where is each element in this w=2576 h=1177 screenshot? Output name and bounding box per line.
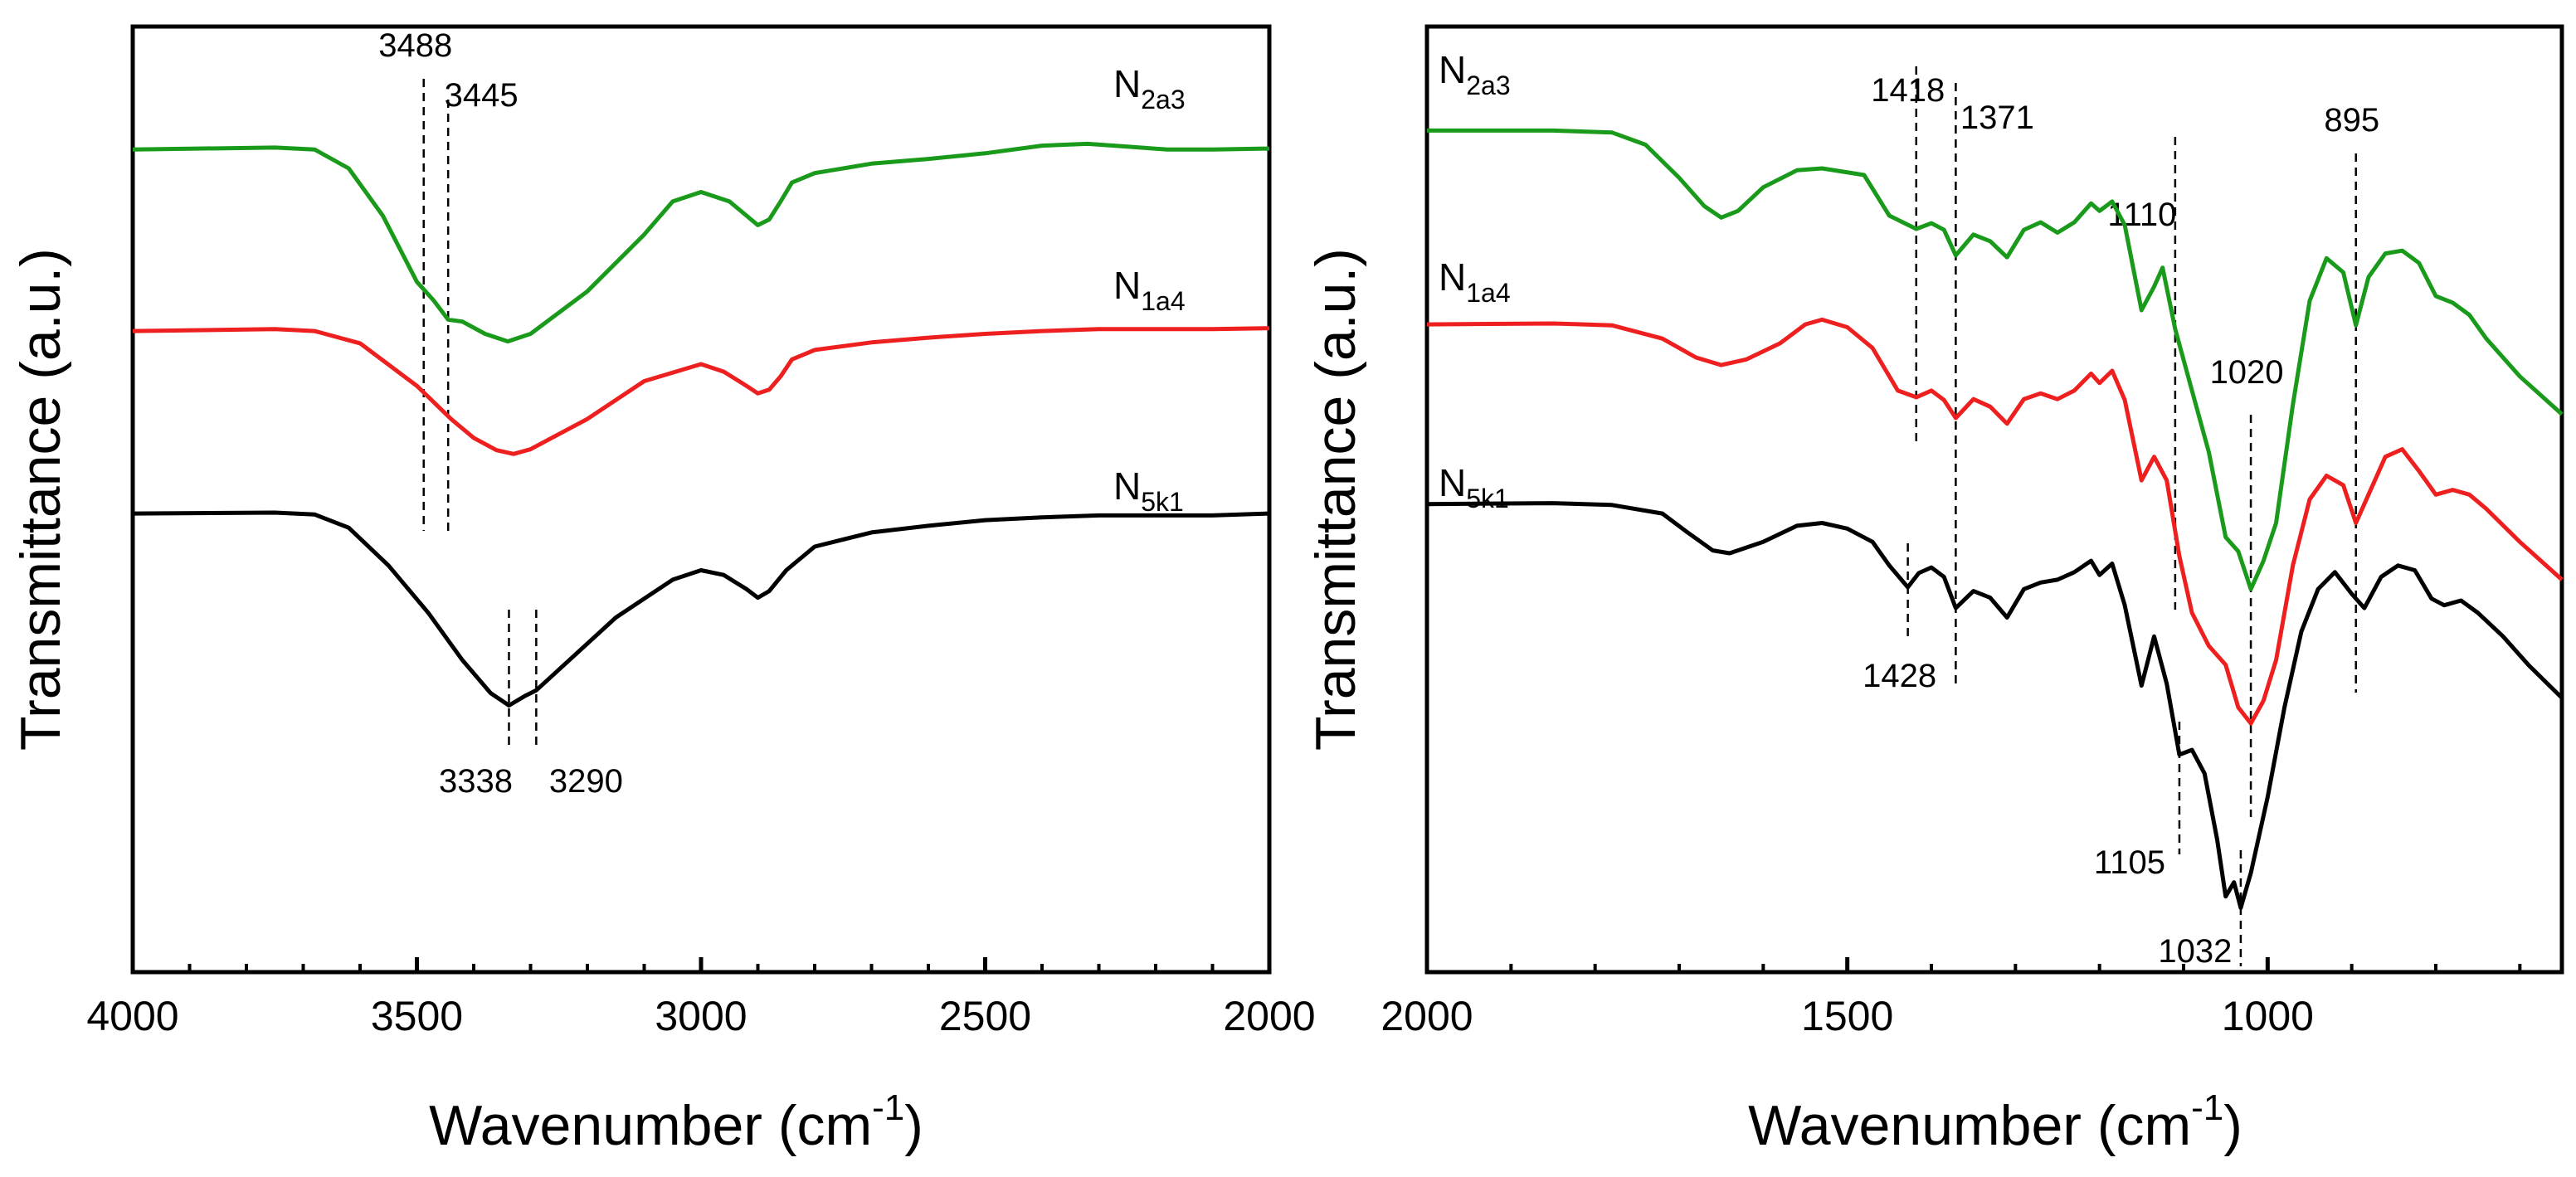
peak-label-3338: 3338 (439, 763, 513, 800)
peak-label-895: 895 (2324, 102, 2379, 139)
peak-label-1371: 1371 (1960, 100, 2034, 136)
peak-label-1428: 1428 (1863, 658, 1936, 694)
left-x-tick-labels: 4000 3500 3000 2500 2000 (86, 993, 1315, 1039)
right-plot-frame (1424, 24, 2564, 975)
peak-label-1032: 1032 (2158, 933, 2232, 970)
right-series-lines (1426, 128, 2564, 910)
right-tick-label: 1500 (1801, 993, 1893, 1039)
right-tick-label: 2000 (1381, 993, 1473, 1039)
left-x-axis-title: Wavenumber (cm-1) (429, 1087, 923, 1157)
right-series-line-N1a4 (1426, 317, 2564, 726)
left-x-ticks (130, 957, 1272, 972)
left-tick-label: 3000 (655, 993, 747, 1039)
left-plot-frame (130, 24, 1272, 975)
left-tick-label: 3500 (371, 993, 463, 1039)
left-series-line-N1a4 (132, 326, 1270, 456)
right-y-axis-title: Transmittance (a.u.) (1304, 248, 1367, 751)
peak-label-3488: 3488 (378, 27, 452, 64)
left-series-line-N2a3 (132, 141, 1270, 344)
left-tick-label: 2500 (939, 993, 1031, 1039)
right-series-label-N2a3: N2a3 (1439, 48, 1511, 100)
left-series-lines (132, 141, 1270, 708)
right-x-axis-title: Wavenumber (cm-1) (1748, 1087, 2242, 1157)
right-series-line-N2a3 (1427, 128, 2564, 591)
left-peak-annotations: 3488 3445 3338 3290 (378, 27, 623, 800)
left-y-axis-title: Transmittance (a.u.) (9, 248, 72, 751)
left-series-label-N1a4: N1a4 (1113, 264, 1186, 316)
right-series-label-N1a4: N1a4 (1439, 255, 1511, 308)
peak-label-3290: 3290 (549, 763, 623, 800)
left-series-line-N5k1 (132, 510, 1270, 708)
peak-label-1020: 1020 (2210, 354, 2284, 391)
right-panel: 2000 1500 1000 141813711110102089514281105… (1304, 24, 2564, 1157)
left-series-label-N5k1: N5k1 (1113, 464, 1184, 517)
left-tick-label: 4000 (86, 993, 178, 1039)
right-tick-label: 1000 (2222, 993, 2314, 1039)
peak-label-1418: 1418 (1871, 72, 1945, 109)
right-x-ticks (1424, 957, 2522, 972)
left-series-label-N2a3: N2a3 (1113, 62, 1186, 114)
left-tick-label: 2000 (1223, 993, 1315, 1039)
right-series-line-N5k1 (1426, 501, 2564, 910)
right-x-tick-labels: 2000 1500 1000 (1381, 993, 2314, 1039)
peak-label-1105: 1105 (2094, 844, 2165, 881)
right-series-label-N5k1: N5k1 (1439, 461, 1509, 513)
left-panel: 4000 3500 3000 2500 2000 3488 3445 3338 3290 N2… (9, 24, 1316, 1157)
peak-label-3445: 3445 (445, 77, 519, 114)
